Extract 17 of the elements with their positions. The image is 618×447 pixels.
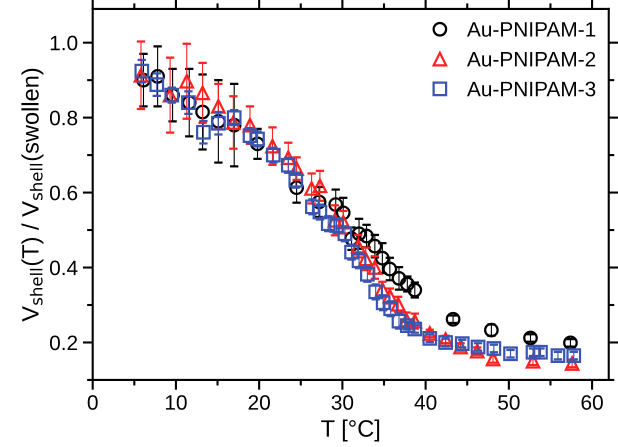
x-tick-label: 0	[88, 395, 98, 410]
y-tick-label: 0.2	[50, 335, 78, 350]
legend-label: Au-PNIPAM-2	[466, 52, 596, 67]
x-tick-label: 40	[414, 395, 436, 410]
x-tick-label: 60	[582, 395, 603, 410]
x-tick-label: 10	[166, 395, 187, 410]
y-tick-label: 1.0	[50, 36, 78, 50]
y-tick-label: 0.6	[50, 186, 78, 200]
legend-label: Au-PNIPAM-3	[466, 82, 596, 96]
legend-label: Au-PNIPAM-1	[466, 22, 596, 37]
y-tick-label: 0.4	[50, 260, 78, 276]
y-tick-label: 0.8	[50, 110, 78, 126]
x-tick-label: 50	[498, 395, 520, 410]
y-axis-title: V$_{shell}$(T) / V$_{shell}$(swollen)	[21, 68, 44, 322]
x-tick-label: 20	[248, 395, 270, 410]
x-axis-title: T [°C]	[321, 420, 380, 442]
x-tick-label: 30	[332, 395, 354, 410]
